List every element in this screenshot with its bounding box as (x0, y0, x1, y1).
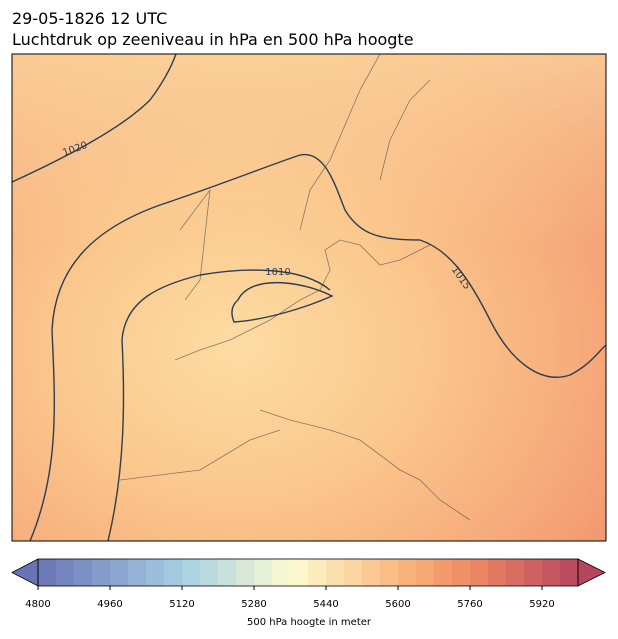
coastlines (119, 54, 471, 521)
colorbar-band (128, 559, 147, 586)
colorbar-band (110, 559, 129, 586)
colorbar-band (326, 559, 345, 586)
isobar (107, 269, 331, 541)
colorbar-tick-label: 5280 (241, 599, 266, 610)
colorbar-label: 500 hPa hoogte in meter (247, 617, 372, 628)
colorbar-band (470, 559, 489, 586)
colorbar-tick-label: 5120 (169, 599, 194, 610)
colorbar-band (200, 559, 219, 586)
map (12, 54, 606, 541)
map-title: Luchtdruk op zeeniveau in hPa en 500 hPa… (12, 30, 414, 49)
colorbar-extend-low (11, 558, 39, 587)
isobar (12, 54, 177, 183)
colorbar-band (344, 559, 363, 586)
colorbar-band (164, 559, 183, 586)
colorbar: 4800 4960 5120 5280 5440 5600 5760 5920 (11, 558, 606, 610)
colorbar-band (290, 559, 309, 586)
contour-label: 1010 (265, 267, 290, 278)
colorbar-band (92, 559, 111, 586)
colorbar-band (452, 559, 471, 586)
colorbar-band (560, 559, 579, 586)
colorbar-band (434, 559, 453, 586)
colorbar-band (380, 559, 399, 586)
colorbar-band (308, 559, 327, 586)
colorbar-band (74, 559, 93, 586)
colorbar-tick-label: 5760 (457, 599, 482, 610)
isobar (231, 282, 334, 323)
colorbar-band (488, 559, 507, 586)
colorbar-tick-label: 4960 (97, 599, 122, 610)
colorbar-tick-label: 5600 (385, 599, 410, 610)
map-date: 29-05-1826 12 UTC (12, 9, 167, 28)
colorbar-band (362, 559, 381, 586)
colorbar-band (38, 559, 57, 586)
colorbar-band (146, 559, 165, 586)
colorbar-tick-label: 5920 (529, 599, 554, 610)
colorbar-extend-high (577, 558, 606, 587)
colorbar-frame (37, 558, 579, 587)
colorbar-band (542, 559, 561, 586)
map-frame (11, 53, 607, 542)
height-field-fade (12, 54, 606, 541)
colorbar-band (524, 559, 543, 586)
colorbar-band (272, 559, 291, 586)
colorbar-band (236, 559, 255, 586)
colorbar-band (398, 559, 417, 586)
colorbar-band (56, 559, 75, 586)
isobar (29, 153, 606, 541)
colorbar-band (182, 559, 201, 586)
colorbar-band (218, 559, 237, 586)
colorbar-band (506, 559, 525, 586)
colorbar-band (416, 559, 435, 586)
colorbar-tick-label: 5440 (313, 599, 338, 610)
colorbar-tick-label: 4800 (25, 599, 50, 610)
colorbar-band (254, 559, 273, 586)
